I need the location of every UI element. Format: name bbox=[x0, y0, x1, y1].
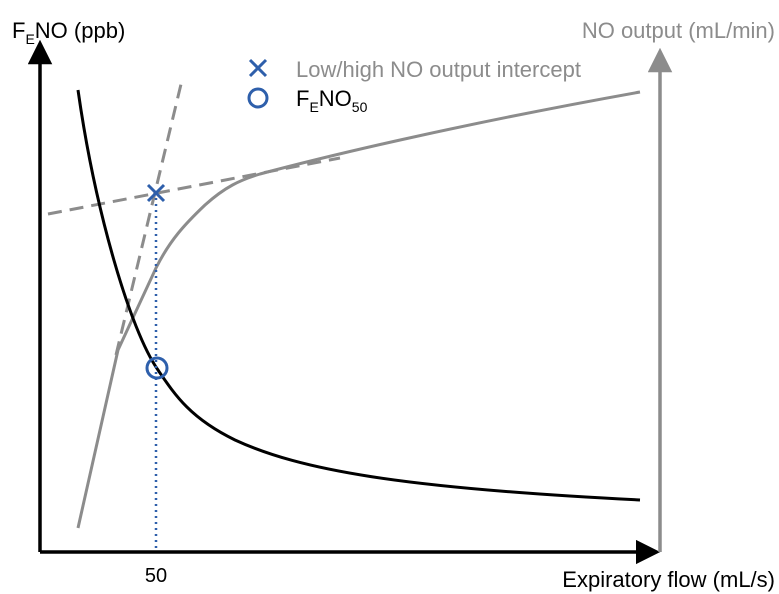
legend-feno50-label: FENO50 bbox=[296, 86, 368, 115]
feno-curve bbox=[76, 89, 641, 502]
low-output-asymptote-line bbox=[114, 79, 184, 356]
x-axis-label: Expiratory flow (mL/s) bbox=[562, 567, 775, 592]
legend-feno50-symbol bbox=[247, 87, 269, 109]
legend-intercept-label: Low/high NO output intercept bbox=[296, 57, 581, 82]
intercept-marker bbox=[146, 183, 166, 203]
feno50-marker bbox=[145, 356, 169, 380]
no-output-curve bbox=[76, 90, 641, 529]
x-tick-label-50: 50 bbox=[145, 565, 167, 587]
legend-intercept-symbol bbox=[248, 58, 268, 78]
left-y-axis-label: FENO (ppb) bbox=[12, 18, 125, 47]
right-y-axis-label: NO output (mL/min) bbox=[582, 18, 775, 43]
legend: Low/high NO output intercept FENO50 bbox=[247, 57, 581, 115]
